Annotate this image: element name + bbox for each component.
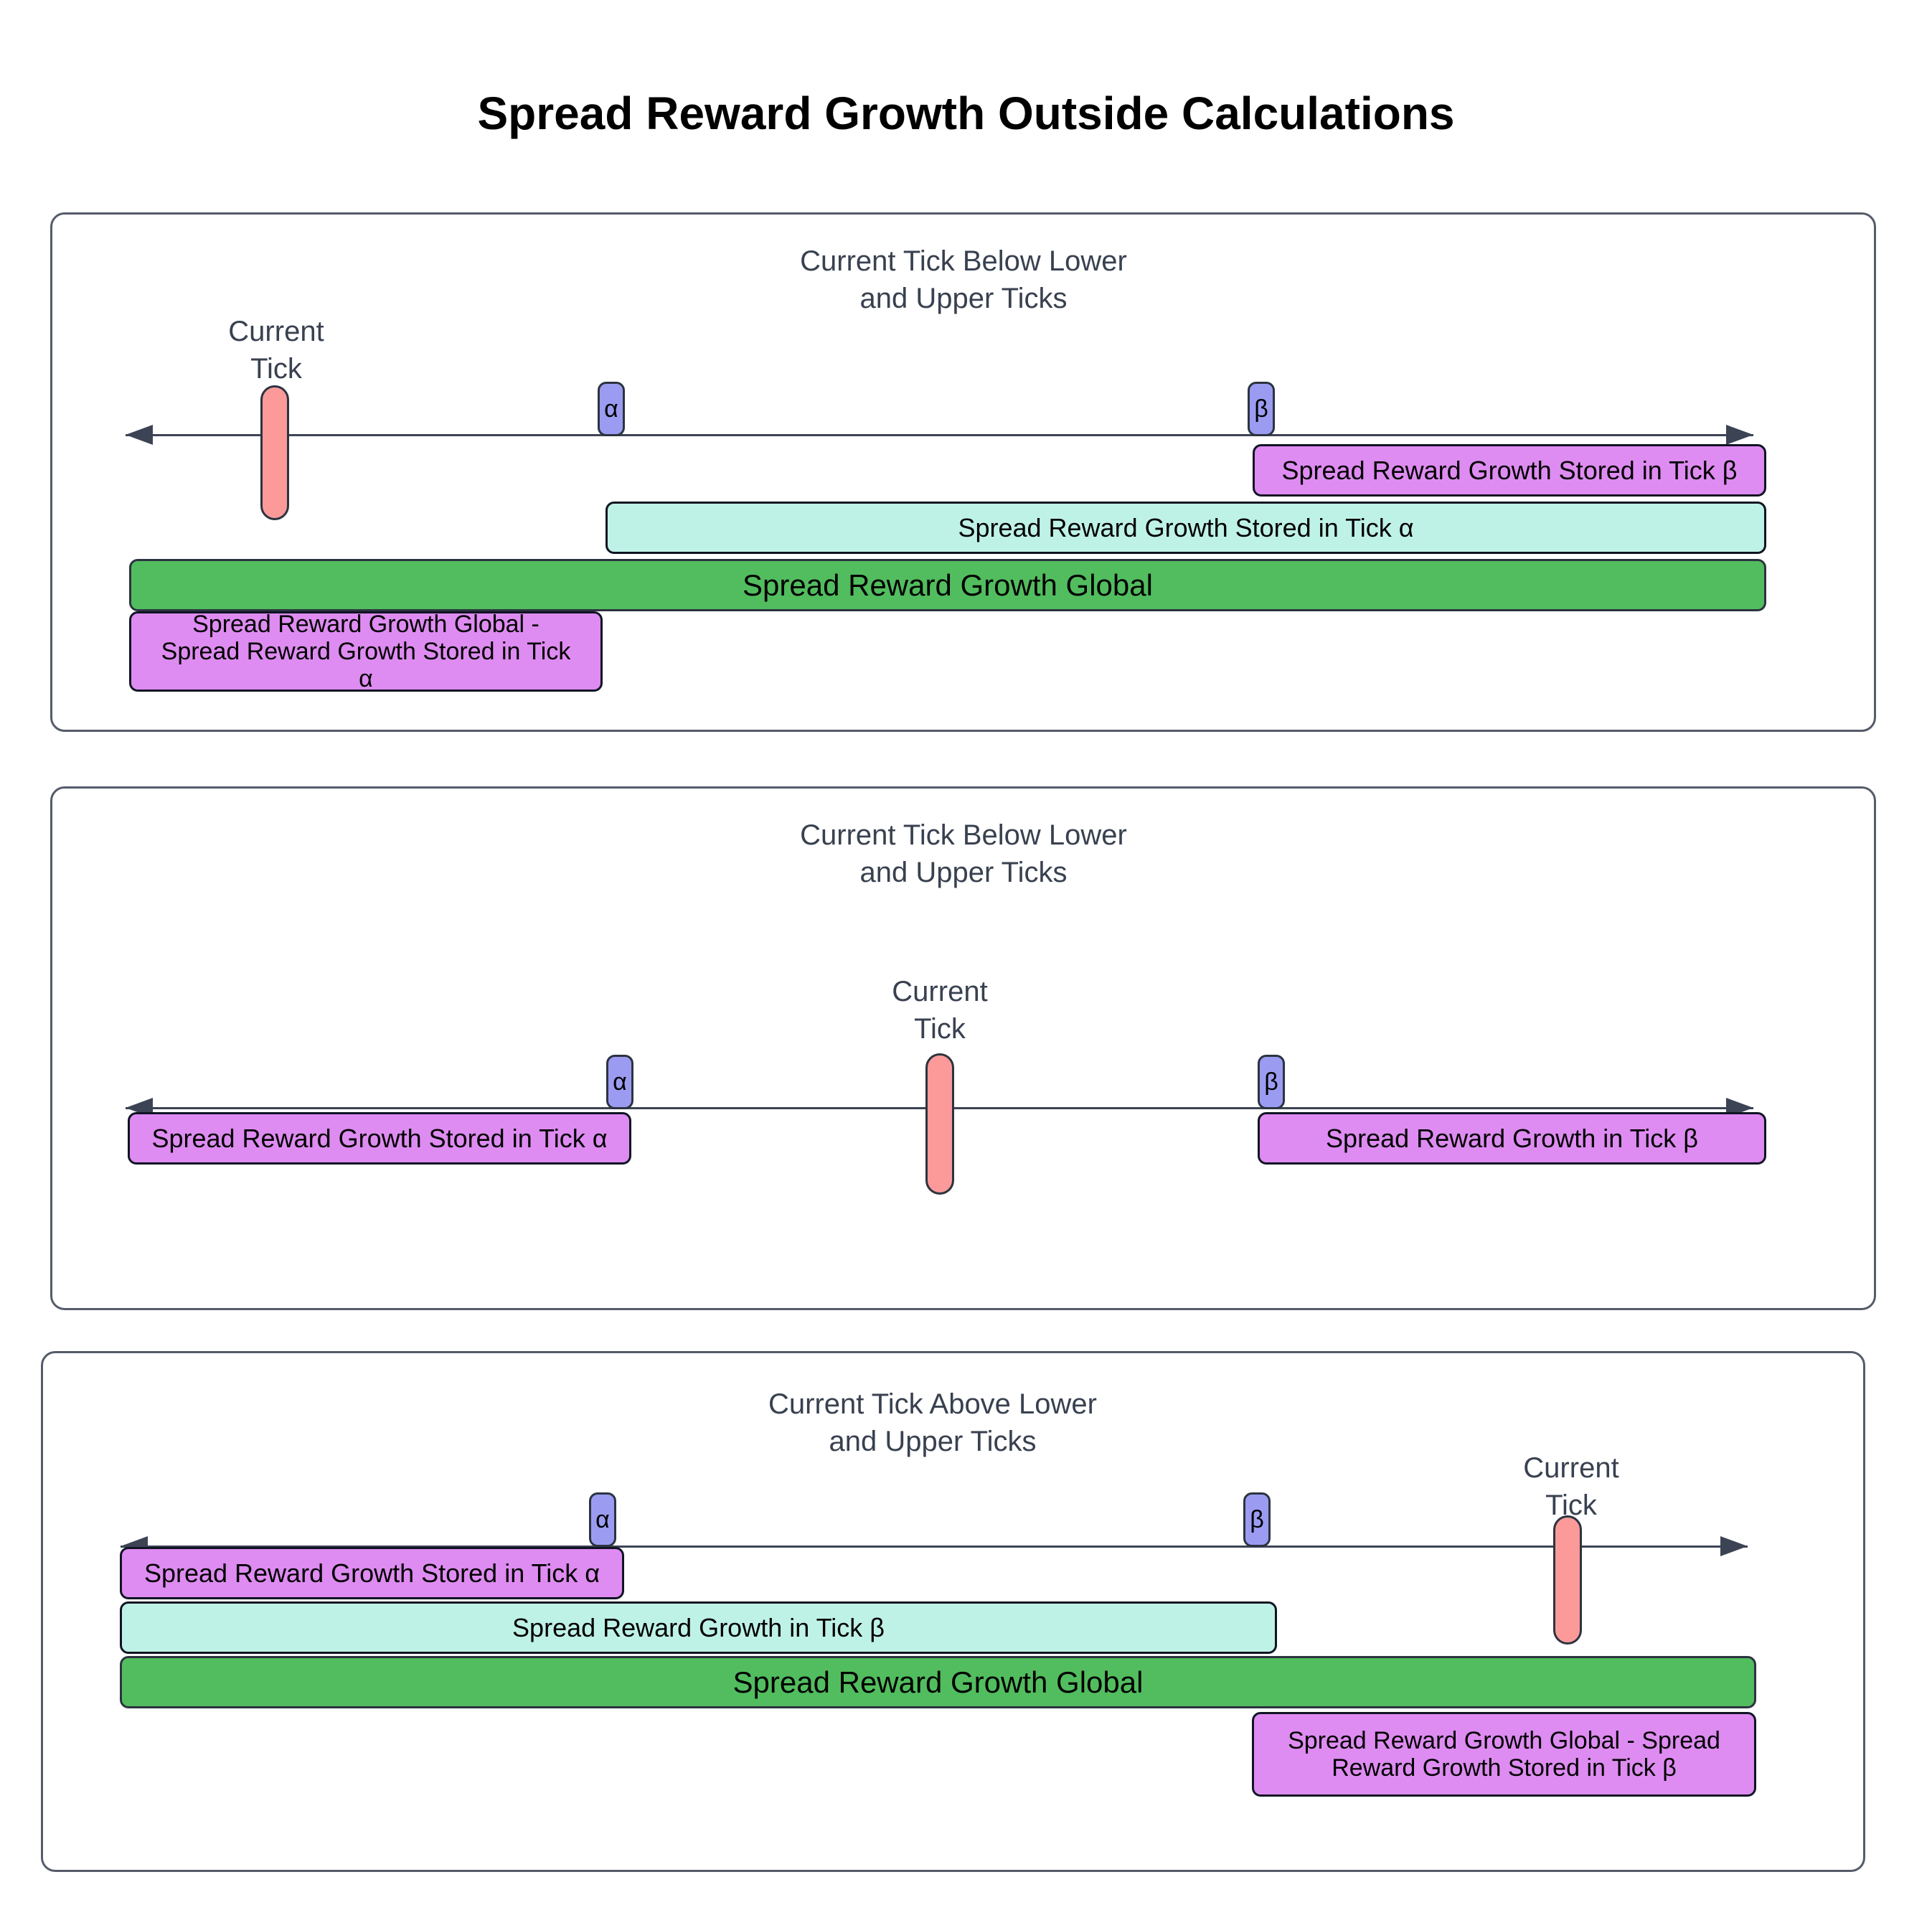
beta-glyph: β [1254, 395, 1268, 423]
panel2-heading: Current Tick Below Lower and Upper Ticks [605, 817, 1322, 891]
panel1-bar-stored-tick-alpha: Spread Reward Growth Stored in Tick α [605, 502, 1766, 554]
alpha-glyph: α [604, 395, 618, 423]
panel2-bar-in-tick-beta: Spread Reward Growth in Tick β [1258, 1112, 1766, 1165]
page-title: Spread Reward Growth Outside Calculation… [477, 88, 1455, 139]
beta-glyph: β [1250, 1505, 1264, 1533]
panel3-heading-line1: Current Tick Above Lower [768, 1388, 1097, 1420]
panel3-heading: Current Tick Above Lower and Upper Ticks [574, 1386, 1291, 1460]
panel1-heading: Current Tick Below Lower and Upper Ticks [605, 243, 1322, 317]
panel1-global-minus-alpha-box: Spread Reward Growth Global - Spread Rew… [129, 611, 603, 692]
panel3-bar-stored-tick-alpha: Spread Reward Growth Stored in Tick α [120, 1547, 624, 1599]
panel1-current-tick-marker [260, 385, 289, 520]
panel3-global-minus-beta-box: Spread Reward Growth Global - Spread Rew… [1252, 1712, 1756, 1797]
panel3-bar-global: Spread Reward Growth Global [120, 1656, 1756, 1708]
panel1-heading-line1: Current Tick Below Lower [800, 245, 1127, 277]
panel1-bar-stored-tick-beta: Spread Reward Growth Stored in Tick β [1253, 444, 1766, 497]
alpha-glyph: α [595, 1505, 610, 1533]
panel3-alpha-marker: α [589, 1492, 616, 1547]
panel3-bar-in-tick-beta: Spread Reward Growth in Tick β [120, 1601, 1277, 1654]
panel1-left-arrow-icon [126, 425, 153, 445]
alpha-glyph: α [613, 1068, 627, 1096]
panel3-right-arrow-icon [1720, 1536, 1748, 1556]
panel1-beta-marker: β [1248, 382, 1275, 436]
panel1-alpha-marker: α [598, 382, 625, 436]
panel1-right-arrow-icon [1726, 425, 1753, 445]
panel3-current-tick-label: Current Tick [1523, 1452, 1619, 1521]
panel1-bar-global: Spread Reward Growth Global [129, 559, 1766, 611]
beta-glyph: β [1264, 1068, 1278, 1096]
panel2-heading-line2: and Upper Ticks [859, 857, 1068, 888]
panel-current-tick-between [50, 786, 1876, 1310]
panel2-alpha-marker: α [606, 1055, 633, 1109]
panel1-axis-line [126, 434, 1753, 436]
panel3-beta-marker: β [1243, 1492, 1271, 1547]
panel2-beta-marker: β [1258, 1055, 1285, 1109]
panel3-current-tick-marker [1553, 1515, 1582, 1645]
panel1-current-tick-label: Current Tick [228, 316, 324, 385]
panel2-current-tick-label: Current Tick [892, 976, 988, 1045]
panel2-heading-line1: Current Tick Below Lower [800, 819, 1127, 851]
panel2-current-tick-marker [925, 1053, 954, 1195]
panel3-heading-line2: and Upper Ticks [829, 1426, 1037, 1457]
panel2-bar-stored-tick-alpha: Spread Reward Growth Stored in Tick α [128, 1112, 631, 1165]
panel1-heading-line2: and Upper Ticks [859, 283, 1068, 314]
panel3-axis-line [121, 1546, 1748, 1548]
